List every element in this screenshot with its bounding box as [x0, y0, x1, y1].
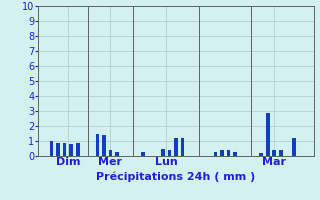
- Bar: [273, 150, 276, 156]
- Bar: [96, 134, 99, 156]
- Bar: [56, 142, 60, 156]
- Bar: [233, 152, 237, 156]
- Bar: [50, 141, 53, 156]
- Bar: [109, 150, 112, 156]
- Bar: [63, 142, 67, 156]
- Bar: [260, 153, 263, 156]
- Bar: [181, 138, 184, 156]
- Bar: [168, 150, 171, 156]
- Bar: [174, 138, 178, 156]
- Bar: [220, 150, 224, 156]
- Bar: [213, 152, 217, 156]
- Bar: [76, 142, 79, 156]
- Bar: [141, 152, 145, 156]
- Bar: [69, 144, 73, 156]
- X-axis label: Précipitations 24h ( mm ): Précipitations 24h ( mm ): [96, 172, 256, 182]
- Bar: [115, 152, 119, 156]
- Bar: [161, 148, 165, 156]
- Bar: [102, 135, 106, 156]
- Bar: [266, 112, 269, 156]
- Bar: [227, 150, 230, 156]
- Bar: [292, 138, 296, 156]
- Bar: [279, 150, 283, 156]
